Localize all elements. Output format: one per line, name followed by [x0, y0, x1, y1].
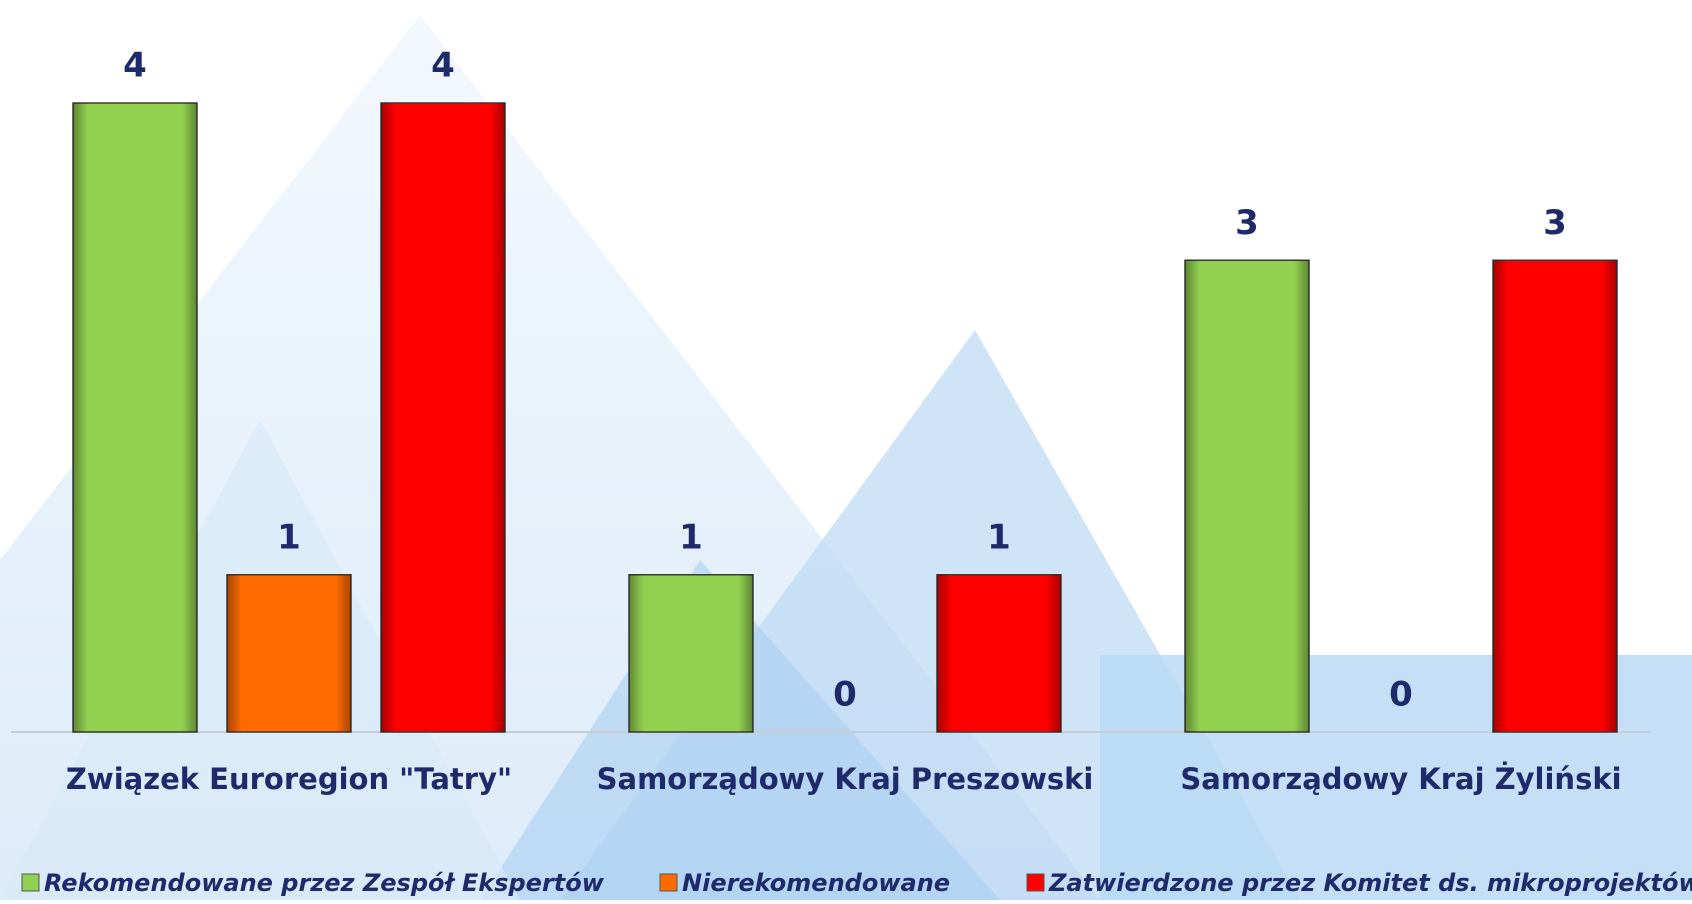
legend-label: Nierekomendowane — [682, 869, 950, 897]
data-label: 4 — [431, 46, 455, 86]
data-label: 1 — [277, 517, 301, 557]
legend-swatch — [1026, 873, 1045, 892]
legend-swatch — [659, 873, 678, 892]
bar — [226, 574, 352, 733]
bar — [936, 574, 1062, 733]
data-label: 4 — [123, 46, 147, 86]
x-tick-label: Związek Euroregion "Tatry" — [66, 762, 512, 796]
data-label: 0 — [1389, 675, 1413, 715]
bar — [628, 574, 754, 733]
x-tick-label: Samorządowy Kraj Żyliński — [1180, 762, 1621, 796]
bar — [1492, 259, 1618, 733]
bar — [72, 102, 198, 733]
data-label: 3 — [1235, 203, 1259, 243]
bar — [380, 102, 506, 733]
legend-label: Rekomendowane przez Zespół Ekspertów — [44, 869, 605, 897]
x-tick-label: Samorządowy Kraj Preszowski — [597, 762, 1094, 796]
data-label: 1 — [987, 517, 1011, 557]
legend-swatch — [21, 873, 40, 892]
data-label: 1 — [679, 517, 703, 557]
bar — [1184, 259, 1310, 733]
data-label: 0 — [833, 675, 857, 715]
legend-label: Zatwierdzone przez Komitet ds. mikroproj… — [1048, 869, 1692, 897]
data-label: 3 — [1543, 203, 1567, 243]
